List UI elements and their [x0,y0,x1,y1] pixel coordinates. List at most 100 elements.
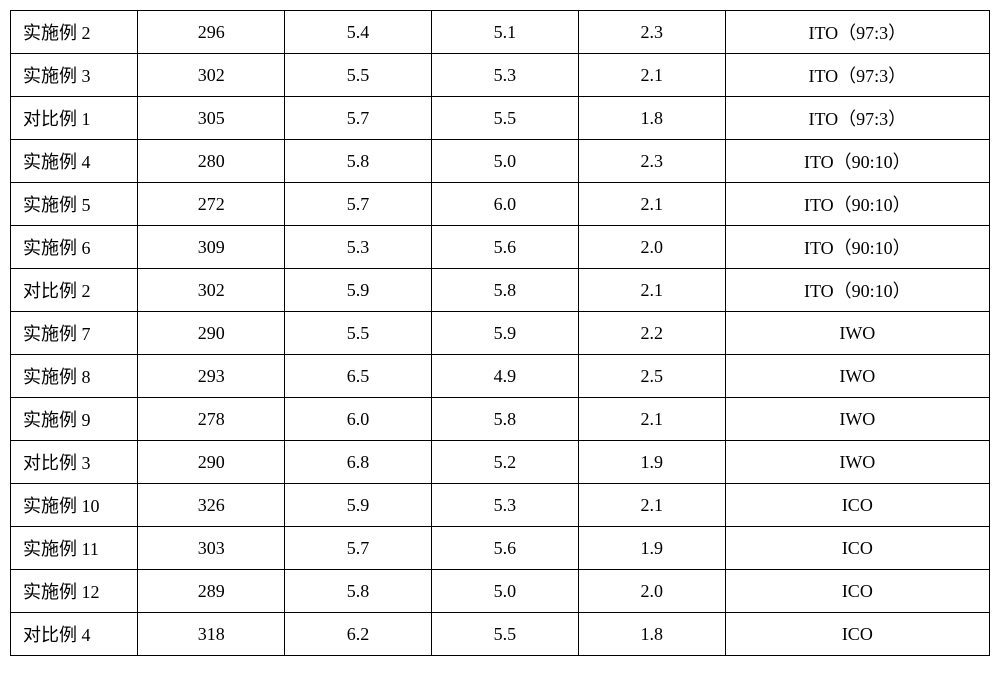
table-row: 实施例 10 326 5.9 5.3 2.1 ICO [11,484,990,527]
table-row: 实施例 8 293 6.5 4.9 2.5 IWO [11,355,990,398]
cell-value: 5.6 [431,527,578,570]
cell-label: 实施例 4 [11,140,138,183]
cell-value: 318 [138,613,285,656]
table-row: 实施例 4 280 5.8 5.0 2.3 ITO（90:10） [11,140,990,183]
table-body: 实施例 2 296 5.4 5.1 2.3 ITO（97:3） 实施例 3 30… [11,11,990,656]
cell-material: ITO（90:10） [725,183,989,226]
table-row: 实施例 5 272 5.7 6.0 2.1 ITO（90:10） [11,183,990,226]
cell-value: 2.1 [578,269,725,312]
cell-value: 290 [138,441,285,484]
cell-value: 5.3 [431,54,578,97]
cell-label: 对比例 3 [11,441,138,484]
table-row: 实施例 7 290 5.5 5.9 2.2 IWO [11,312,990,355]
cell-value: 296 [138,11,285,54]
table-row: 实施例 11 303 5.7 5.6 1.9 ICO [11,527,990,570]
cell-label: 实施例 6 [11,226,138,269]
cell-value: 5.7 [285,97,432,140]
cell-label: 实施例 11 [11,527,138,570]
cell-label: 对比例 2 [11,269,138,312]
cell-value: 5.9 [285,484,432,527]
cell-value: 4.9 [431,355,578,398]
cell-value: 5.8 [285,140,432,183]
cell-value: 6.0 [431,183,578,226]
cell-value: 5.8 [431,269,578,312]
cell-value: 305 [138,97,285,140]
cell-value: 1.9 [578,441,725,484]
cell-material: ICO [725,527,989,570]
cell-value: 309 [138,226,285,269]
cell-value: 5.4 [285,11,432,54]
cell-value: 2.3 [578,140,725,183]
cell-value: 2.3 [578,11,725,54]
cell-value: 5.5 [285,312,432,355]
cell-value: 290 [138,312,285,355]
cell-value: 6.0 [285,398,432,441]
cell-label: 实施例 10 [11,484,138,527]
cell-value: 5.5 [431,97,578,140]
cell-label: 对比例 4 [11,613,138,656]
cell-material: ITO（90:10） [725,140,989,183]
cell-label: 实施例 8 [11,355,138,398]
cell-material: ITO（97:3） [725,54,989,97]
cell-value: 5.7 [285,527,432,570]
cell-value: 293 [138,355,285,398]
cell-label: 实施例 5 [11,183,138,226]
cell-label: 实施例 7 [11,312,138,355]
table-row: 实施例 3 302 5.5 5.3 2.1 ITO（97:3） [11,54,990,97]
cell-value: 1.9 [578,527,725,570]
cell-material: ITO（97:3） [725,97,989,140]
table-row: 实施例 2 296 5.4 5.1 2.3 ITO（97:3） [11,11,990,54]
cell-material: ICO [725,613,989,656]
table-row: 实施例 9 278 6.0 5.8 2.1 IWO [11,398,990,441]
cell-value: 302 [138,269,285,312]
data-table: 实施例 2 296 5.4 5.1 2.3 ITO（97:3） 实施例 3 30… [10,10,990,656]
cell-value: 303 [138,527,285,570]
cell-value: 5.1 [431,11,578,54]
table-row: 对比例 3 290 6.8 5.2 1.9 IWO [11,441,990,484]
cell-value: 5.8 [431,398,578,441]
cell-value: 2.5 [578,355,725,398]
table-row: 实施例 6 309 5.3 5.6 2.0 ITO（90:10） [11,226,990,269]
cell-value: 2.0 [578,226,725,269]
cell-value: 326 [138,484,285,527]
cell-value: 5.5 [431,613,578,656]
cell-value: 5.3 [431,484,578,527]
table-row: 对比例 2 302 5.9 5.8 2.1 ITO（90:10） [11,269,990,312]
cell-value: 5.5 [285,54,432,97]
cell-value: 5.8 [285,570,432,613]
cell-value: 280 [138,140,285,183]
cell-value: 6.5 [285,355,432,398]
cell-label: 对比例 1 [11,97,138,140]
cell-value: 6.2 [285,613,432,656]
cell-value: 278 [138,398,285,441]
cell-value: 5.0 [431,570,578,613]
cell-value: 272 [138,183,285,226]
cell-value: 2.1 [578,398,725,441]
cell-material: ICO [725,570,989,613]
cell-value: 289 [138,570,285,613]
cell-label: 实施例 12 [11,570,138,613]
cell-material: IWO [725,312,989,355]
cell-material: ITO（90:10） [725,226,989,269]
cell-value: 1.8 [578,613,725,656]
cell-value: 302 [138,54,285,97]
table-row: 对比例 1 305 5.7 5.5 1.8 ITO（97:3） [11,97,990,140]
cell-value: 5.9 [285,269,432,312]
cell-value: 5.3 [285,226,432,269]
table-row: 实施例 12 289 5.8 5.0 2.0 ICO [11,570,990,613]
cell-label: 实施例 3 [11,54,138,97]
cell-value: 5.6 [431,226,578,269]
cell-value: 2.0 [578,570,725,613]
cell-value: 1.8 [578,97,725,140]
cell-value: 2.2 [578,312,725,355]
cell-value: 2.1 [578,54,725,97]
cell-value: 5.2 [431,441,578,484]
cell-value: 5.7 [285,183,432,226]
cell-value: 2.1 [578,484,725,527]
cell-material: ITO（90:10） [725,269,989,312]
cell-value: 2.1 [578,183,725,226]
cell-material: ICO [725,484,989,527]
cell-label: 实施例 2 [11,11,138,54]
cell-value: 5.0 [431,140,578,183]
cell-value: 6.8 [285,441,432,484]
